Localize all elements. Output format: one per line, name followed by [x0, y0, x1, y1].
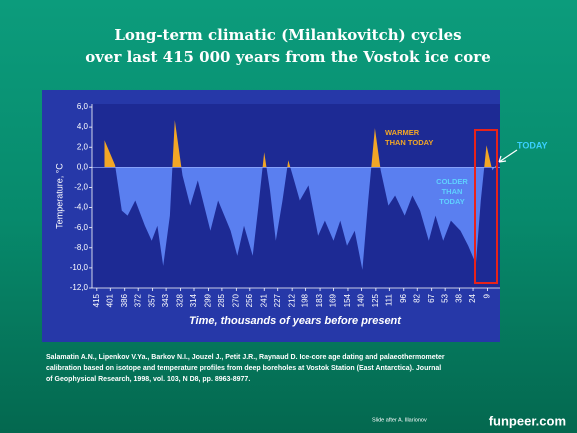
title-line: Long-term climatic (Milankovitch) cycles [114, 26, 461, 44]
y-tick-label: -4,0 [74, 203, 88, 212]
colder-note: THAN [442, 187, 463, 196]
x-tick-label: 227 [273, 293, 282, 307]
citation-line: Salamatin A.N., Lipenkov V.Ya., Barkov N… [46, 354, 445, 361]
x-tick-label: 198 [301, 293, 310, 307]
chart: 6,0 4,0 2,0 0,0 -2,0 -4,0 -6,0 -8,0 -10,0 -12,041… [54, 102, 500, 327]
y-tick-label: -2,0 [74, 183, 88, 192]
y-tick-label: 0,0 [77, 162, 89, 171]
title: Long-term climatic (Milankovitch) cycles… [85, 26, 491, 66]
cold-area [115, 167, 495, 270]
y-axis-label: Temperature, °C [54, 163, 64, 229]
title-line: over last 415 000 years from the Vostok … [85, 48, 491, 66]
warmer-note: THAN TODAY [385, 138, 433, 147]
x-tick-label: 140 [357, 293, 366, 307]
credit: Slide after A. Illarionov [372, 417, 427, 423]
y-tick-label: -10,0 [70, 263, 89, 272]
x-tick-label: 256 [245, 293, 254, 307]
colder-note: COLDER [436, 177, 468, 186]
y-tick-label: -8,0 [74, 243, 88, 252]
x-tick-label: 38 [455, 293, 464, 302]
x-tick-label: 9 [483, 293, 492, 298]
x-tick-label: 67 [427, 293, 436, 302]
warmer-note: WARMER [385, 128, 420, 137]
today-arrow [498, 149, 518, 163]
citation-line: of Geophysical Research, 1998, vol. 103,… [46, 376, 250, 383]
x-tick-label: 372 [133, 293, 142, 307]
x-tick-label: 183 [315, 293, 324, 307]
today-box [474, 129, 498, 284]
x-tick-label: 24 [468, 293, 477, 302]
citation-line: calibration based on isotope and tempera… [46, 365, 441, 372]
x-tick-label: 82 [412, 293, 421, 302]
x-tick-label: 270 [231, 293, 240, 307]
x-tick-label: 241 [259, 293, 268, 307]
x-tick-label: 125 [371, 293, 380, 307]
x-tick-label: 96 [399, 293, 408, 302]
y-tick-label: 4,0 [77, 122, 89, 131]
x-tick-label: 415 [92, 293, 101, 307]
watermark: funpeer.com [489, 413, 566, 428]
x-tick-label: 299 [204, 293, 213, 307]
x-tick-label: 357 [148, 293, 157, 307]
x-tick-label: 53 [440, 293, 449, 302]
today-label: TODAY [517, 140, 548, 150]
colder-note: TODAY [439, 197, 464, 206]
y-tick-label: -6,0 [74, 223, 88, 232]
x-tick-label: 212 [287, 293, 296, 307]
y-tick-label: -12,0 [70, 283, 89, 292]
x-tick-label: 314 [189, 293, 198, 307]
x-tick-label: 328 [176, 293, 185, 307]
y-tick-label: 2,0 [77, 142, 89, 151]
x-tick-label: 401 [105, 293, 114, 307]
x-tick-label: 285 [217, 293, 226, 307]
x-tick-label: 169 [329, 293, 338, 307]
x-tick-label: 154 [343, 293, 352, 307]
x-tick-label: 343 [161, 293, 170, 307]
x-tick-label: 111 [384, 293, 393, 306]
x-tick-label: 386 [120, 293, 129, 307]
y-tick-label: 6,0 [77, 102, 89, 111]
x-axis-label: Time, thousands of years before present [189, 315, 402, 327]
